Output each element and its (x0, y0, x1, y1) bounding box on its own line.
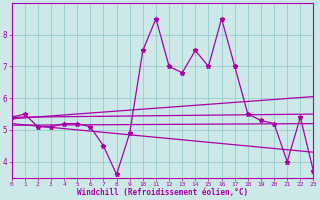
X-axis label: Windchill (Refroidissement éolien,°C): Windchill (Refroidissement éolien,°C) (77, 188, 248, 197)
